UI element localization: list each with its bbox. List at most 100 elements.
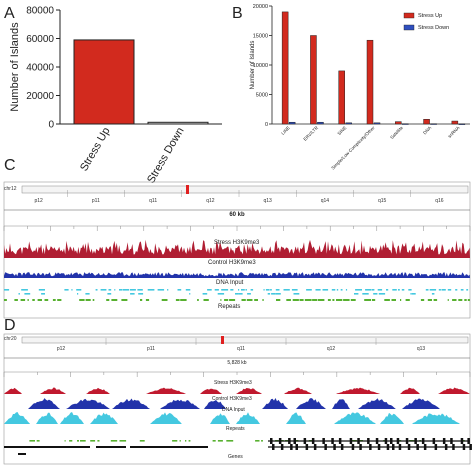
chart-b-x-tick-label: Satellite [389, 125, 404, 140]
panel-c-repeat-block [108, 289, 112, 291]
panel-d-gene-exon [349, 438, 353, 444]
band-label: p12 [34, 198, 43, 204]
panel-c-repeat-green-block [391, 299, 396, 301]
panel-c-repeat-green-block [203, 299, 209, 301]
panel-d-gene-bar [96, 446, 126, 448]
panel-c-repeat-green-block [175, 299, 180, 301]
chart-b-bar [345, 122, 352, 125]
panel-c-repeat-green-block [57, 299, 62, 301]
panel-d-gene-exon [295, 444, 298, 450]
panel-c-repeat-green-block [350, 299, 356, 301]
panel-d-input-peak [210, 413, 230, 424]
panel-c-repeat-block [100, 289, 107, 291]
panel-d-track-label-genes: Genes [228, 454, 243, 460]
panel-c-repeat-green-block [286, 299, 291, 301]
panel-d-gene-exon [444, 444, 448, 450]
panel-c-repeat-block [130, 293, 135, 295]
panel-c-repeat-block [315, 289, 321, 291]
panel-d-input-peak [4, 412, 30, 424]
panel-d-stress-peak [146, 387, 186, 394]
panel-c-repeat-green-block [140, 299, 143, 301]
band-label: p11 [147, 346, 155, 352]
panel-c-repeat-block [245, 289, 247, 291]
panel-c-repeat-block [425, 289, 429, 291]
panel-c-ideogram [21, 185, 469, 194]
band-label: q15 [378, 198, 387, 204]
panel-d-gene-exon [405, 438, 409, 444]
panel-c-repeat-block [235, 293, 239, 295]
panel-c-genome-browser: chr12 p12 p11 q11 q12 q13 q14 q15 q16 60 kb Str… [3, 181, 471, 319]
band-label: q13 [263, 198, 272, 204]
chart-b-bar [373, 122, 381, 125]
panel-c-repeat-block [398, 289, 400, 291]
panel-c-input-signal [4, 272, 470, 278]
panel-d-gene-exon [384, 438, 388, 444]
panel-d-repeat-block [172, 440, 178, 442]
panel-c-repeat-block [76, 289, 82, 291]
panel-d-gene-exon [469, 444, 472, 450]
panel-c-repeat-block [355, 289, 362, 291]
panel-c-repeat-block [138, 293, 144, 295]
panel-d-tracks [4, 387, 472, 455]
panel-d-repeat-block [179, 440, 181, 442]
panel-d-input-peak [334, 412, 376, 424]
panel-d-frame [3, 333, 471, 465]
panel-c-repeat-block [401, 289, 405, 291]
panel-c-repeat-block [137, 289, 143, 291]
chart-b-legend-label: Stress Down [418, 25, 449, 31]
panel-c-repeat-block [460, 289, 464, 291]
band-label: q11 [237, 346, 245, 352]
panel-c-repeat-green-block [458, 299, 463, 301]
panel-c-repeat-green-block [180, 299, 187, 301]
panel-d-ruler-ticks [3, 372, 471, 377]
panel-c-repeat-green-block [44, 299, 49, 301]
panel-c-repeat-block [147, 289, 155, 291]
panel-c-repeat-block [38, 289, 45, 291]
panel-d-stress-peak [336, 387, 380, 394]
panel-c-repeat-block [157, 289, 165, 291]
chart-a-y-tick-label: 0 [48, 120, 54, 131]
panel-c-repeat-green-block [400, 299, 402, 301]
panel-c-repeat-green-block [27, 299, 29, 301]
chart-b-bar [395, 121, 402, 125]
panel-d-gene-exon [333, 444, 336, 450]
panel-c-repeat-block [447, 289, 452, 291]
chart-a-y-tick-label: 60000 [26, 34, 54, 45]
panel-d-stress-peak [86, 387, 110, 394]
panel-d-control-peak [28, 398, 60, 409]
panel-letter-c: C [4, 157, 16, 174]
panel-d-gene-exon [303, 438, 307, 444]
panel-c-repeat-green-block [304, 299, 312, 301]
panel-d-gene-exon [421, 438, 425, 444]
panel-d-gene-exon [407, 444, 411, 450]
panel-c-repeat-green-block [197, 299, 199, 301]
panel-d-gene-exon [278, 438, 282, 444]
panel-d-repeat-block [64, 440, 66, 442]
panel-d-gene-exon [290, 444, 293, 450]
panel-d-gene-exon [416, 444, 419, 450]
panel-d-control-peak [296, 398, 326, 409]
panel-c-repeat-block [455, 289, 458, 291]
panel-d-gene-bar [130, 446, 208, 448]
panel-d-gene-exon [272, 444, 275, 450]
chart-b-x-tick-label: SINE [336, 125, 347, 136]
panel-c-repeat-block [306, 289, 312, 291]
panel-c-repeat-block [217, 293, 225, 295]
panel-d-gene-exon [311, 438, 315, 444]
chart-b-y-tick-label: 10000 [253, 63, 268, 69]
panel-d-gene-exon [375, 438, 379, 444]
panel-c-scale-label: 60 kb [229, 212, 245, 218]
panel-d-repeat-block [29, 440, 35, 442]
chart-b-y-axis-label: Number of Islands [250, 41, 256, 90]
panel-c-region-marker [186, 185, 189, 194]
panel-c-repeat-block [373, 293, 378, 295]
chart-b-bar [366, 39, 374, 125]
chart-b-x-tick-label: snRNA [447, 125, 461, 139]
panel-c-repeat-block [411, 293, 416, 295]
panel-c-repeat-green-block [85, 299, 91, 301]
panel-c-repeat-green-block [447, 299, 449, 301]
panel-c-repeat-block [275, 289, 280, 291]
panel-d-input-peak [412, 413, 460, 424]
panel-d-repeat-block [77, 440, 79, 442]
panel-d-input-peak [90, 412, 118, 424]
